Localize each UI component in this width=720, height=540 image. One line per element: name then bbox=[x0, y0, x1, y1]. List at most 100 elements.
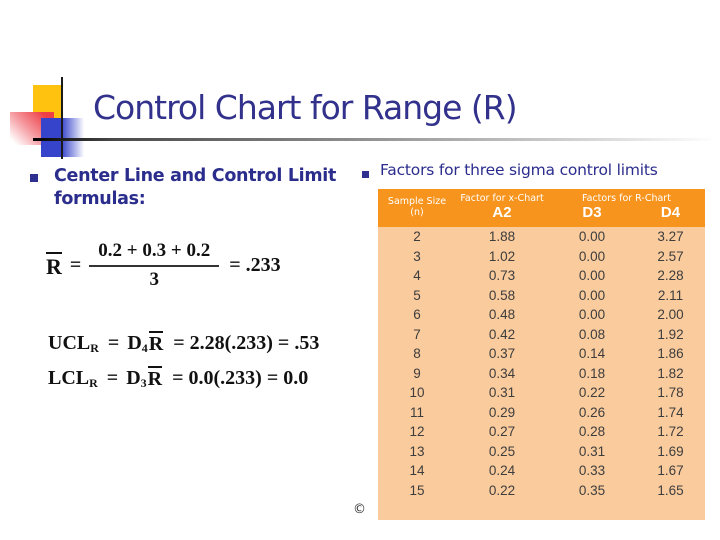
table-row: 6 0.48 0.00 2.00 bbox=[378, 305, 705, 325]
formula-result: = 2.28(.233) = .53 bbox=[173, 331, 320, 354]
table-cell: 4 bbox=[413, 268, 421, 284]
table-cell: 8 bbox=[413, 346, 421, 362]
fraction-numerator: 0.2 + 0.3 + 0.2 bbox=[89, 240, 220, 267]
table-row: 4 0.73 0.00 2.28 bbox=[378, 266, 705, 286]
rbar-formula: R = 0.2 + 0.3 + 0.2 3 = .233 bbox=[46, 240, 281, 291]
table-cell: 0.29 bbox=[488, 404, 516, 420]
copyright-text: © bbox=[353, 502, 366, 517]
table-cell: 12 bbox=[409, 424, 425, 440]
bullet-icon bbox=[362, 171, 369, 178]
r-bar-symbol: R bbox=[147, 366, 163, 390]
lcl-formula: LCL R = D 3 R = 0.0(.233) = 0.0 bbox=[48, 366, 308, 390]
table-row: 13 0.25 0.31 1.69 bbox=[378, 442, 705, 462]
table-cell: 10 bbox=[409, 385, 425, 401]
table-cell: 1.65 bbox=[657, 482, 684, 498]
table-cell: 0.00 bbox=[578, 268, 606, 284]
table-cell: 1.72 bbox=[657, 424, 684, 440]
ucl-subscript: R bbox=[90, 340, 99, 355]
lcl-label: LCL bbox=[48, 366, 90, 389]
decoration-vertical-line bbox=[61, 77, 63, 159]
table-cell: 0.28 bbox=[578, 424, 606, 440]
equals-sign: = bbox=[107, 331, 120, 354]
table-cell: 11 bbox=[409, 404, 424, 420]
table-cell: 0.35 bbox=[578, 482, 606, 498]
table-cell: 3 bbox=[413, 248, 421, 264]
table-cell: 2.11 bbox=[657, 287, 684, 303]
page-title: Control Chart for Range (R) bbox=[93, 88, 518, 127]
table-cell: 0.26 bbox=[578, 404, 606, 420]
equals-sign: = bbox=[69, 254, 82, 276]
table-cell: 0.27 bbox=[488, 424, 516, 440]
table-cell: 0.00 bbox=[578, 229, 606, 245]
table-cell: 6 bbox=[413, 307, 421, 323]
table-cell: 0.31 bbox=[578, 443, 606, 459]
table-cell: 15 bbox=[409, 482, 425, 498]
table-row: 9 0.34 0.18 1.82 bbox=[378, 364, 705, 384]
table-row: 14 0.24 0.33 1.67 bbox=[378, 461, 705, 481]
table-cell: 0.25 bbox=[488, 443, 516, 459]
formula-result: = 0.0(.233) = 0.0 bbox=[172, 366, 309, 389]
table-cell: 5 bbox=[413, 287, 421, 303]
table-cell: 0.22 bbox=[488, 482, 516, 498]
table-cell: 0.00 bbox=[578, 287, 606, 303]
table-cell: 7 bbox=[413, 326, 421, 342]
table-cell: 0.18 bbox=[578, 365, 606, 381]
table-cell: 1.02 bbox=[488, 248, 516, 264]
left-bullet-text: Center Line and Control Limit formulas: bbox=[54, 166, 337, 209]
table-cell: 0.08 bbox=[578, 326, 606, 342]
table-row: 7 0.42 0.08 1.92 bbox=[378, 325, 705, 345]
table-cell: 1.92 bbox=[657, 326, 684, 342]
table-cell: 0.24 bbox=[488, 463, 516, 479]
table-row: 5 0.58 0.00 2.11 bbox=[378, 286, 705, 306]
right-bullet-text: Factors for three sigma control limits bbox=[380, 161, 658, 179]
table-cell: 2.28 bbox=[657, 268, 684, 284]
r-bar-symbol: R bbox=[46, 252, 62, 280]
table-cell: 1.67 bbox=[657, 463, 684, 479]
table-row: 15 0.22 0.35 1.65 bbox=[378, 481, 705, 501]
table-row: 3 1.02 0.00 2.57 bbox=[378, 247, 705, 267]
table-cell: 3.27 bbox=[657, 229, 684, 245]
table-cell: 0.34 bbox=[488, 365, 516, 381]
table-cell: 0.14 bbox=[578, 346, 606, 362]
table-cell: 0.48 bbox=[488, 307, 516, 323]
d-factor: D bbox=[126, 366, 141, 389]
equals-sign: = bbox=[106, 366, 119, 389]
d-factor: D bbox=[127, 331, 142, 354]
table-row: 2 1.88 0.00 3.27 bbox=[378, 227, 705, 247]
ucl-formula: UCL R = D 4 R = 2.28(.233) = .53 bbox=[48, 331, 319, 355]
table-cell: 1.78 bbox=[657, 385, 684, 401]
table-cell: 1.82 bbox=[657, 365, 684, 381]
table-cell: 9 bbox=[413, 365, 421, 381]
table-cell: 2.57 bbox=[657, 248, 684, 264]
decoration-blue-square bbox=[41, 118, 86, 157]
table-cell: 1.69 bbox=[657, 443, 684, 459]
table-cell: 1.74 bbox=[657, 404, 684, 420]
table-cell: 0.37 bbox=[488, 346, 516, 362]
factors-table-header: Sample Size (n) Factor for x-Chart Facto… bbox=[378, 189, 705, 227]
factors-table-body: 2 1.88 0.00 3.27 3 1.02 0.00 2.57 4 0.73 0.00 2.28 5… bbox=[378, 227, 705, 520]
factors-table: Sample Size (n) Factor for x-Chart Facto… bbox=[378, 189, 705, 520]
table-row: 11 0.29 0.26 1.74 bbox=[378, 403, 705, 423]
table-cell: 0.33 bbox=[578, 463, 606, 479]
d-factor-subscript: 3 bbox=[140, 375, 147, 390]
d-factor-subscript: 4 bbox=[141, 340, 148, 355]
table-row: 8 0.37 0.14 1.86 bbox=[378, 344, 705, 364]
table-cell: 13 bbox=[409, 443, 425, 459]
table-cell: 0.22 bbox=[578, 385, 606, 401]
table-cell: 2.00 bbox=[657, 307, 684, 323]
header-xchart-group: Factor for x-Chart bbox=[460, 193, 544, 204]
header-sample-size-line1: Sample Size bbox=[387, 196, 447, 207]
table-cell: 0.58 bbox=[488, 287, 516, 303]
table-cell: 0.42 bbox=[488, 326, 516, 342]
formula-result: = .233 bbox=[229, 254, 281, 276]
table-row: 12 0.27 0.28 1.72 bbox=[378, 422, 705, 442]
r-bar-symbol: R bbox=[148, 331, 164, 355]
title-underline bbox=[33, 138, 717, 141]
table-row: 10 0.31 0.22 1.78 bbox=[378, 383, 705, 403]
table-cell: 0.00 bbox=[578, 307, 606, 323]
table-cell: 1.88 bbox=[488, 229, 516, 245]
bullet-icon bbox=[30, 174, 38, 182]
table-cell: 2 bbox=[413, 229, 421, 245]
table-cell: 0.31 bbox=[488, 385, 516, 401]
